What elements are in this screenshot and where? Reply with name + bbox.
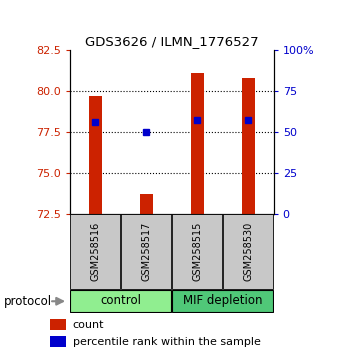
Text: protocol: protocol xyxy=(3,295,52,308)
Text: control: control xyxy=(100,295,141,307)
Text: GSM258517: GSM258517 xyxy=(141,222,151,281)
Bar xyxy=(242,78,255,214)
Text: GSM258516: GSM258516 xyxy=(90,222,100,281)
Text: percentile rank within the sample: percentile rank within the sample xyxy=(73,337,261,347)
Bar xyxy=(121,214,171,289)
Text: GSM258530: GSM258530 xyxy=(243,222,253,281)
Bar xyxy=(172,290,273,312)
Bar xyxy=(140,194,153,214)
Bar xyxy=(70,214,120,289)
Bar xyxy=(89,96,102,214)
Text: GSM258515: GSM258515 xyxy=(192,222,202,281)
Bar xyxy=(50,336,66,347)
Bar xyxy=(191,73,204,214)
Bar xyxy=(172,214,222,289)
Bar xyxy=(223,214,273,289)
Bar xyxy=(50,319,66,330)
Text: count: count xyxy=(73,320,104,330)
Bar xyxy=(70,290,171,312)
Title: GDS3626 / ILMN_1776527: GDS3626 / ILMN_1776527 xyxy=(85,35,258,48)
Text: MIF depletion: MIF depletion xyxy=(183,295,262,307)
